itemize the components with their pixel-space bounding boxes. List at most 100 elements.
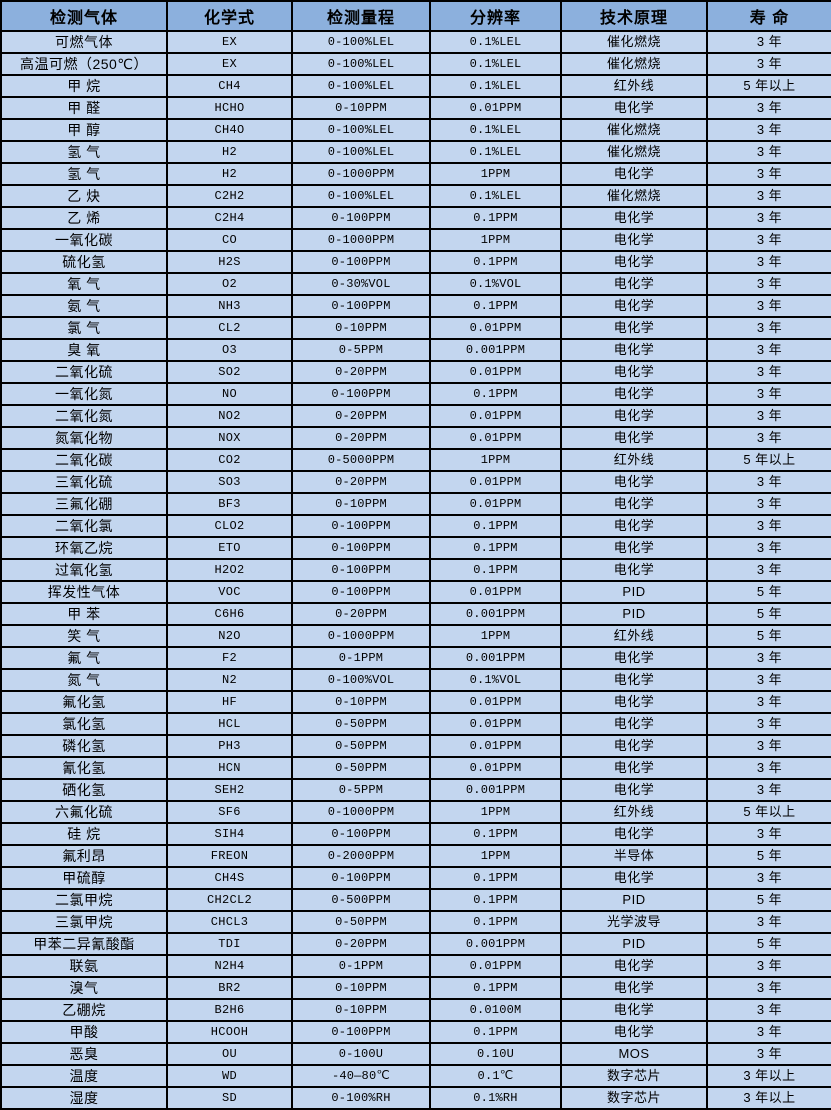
- cell-detection-range: 0-10PPM: [291, 96, 431, 120]
- cell-detection-range: 0-10PPM: [291, 976, 431, 1000]
- cell-lifespan: 3 年: [706, 338, 831, 362]
- cell-technology: 电化学: [560, 734, 708, 758]
- cell-detection-range: 0-100%LEL: [291, 184, 431, 208]
- cell-detection-range: 0-20PPM: [291, 470, 431, 494]
- cell-detection-range: 0-20PPM: [291, 426, 431, 450]
- cell-lifespan: 3 年: [706, 1042, 831, 1066]
- cell-chemical-formula: N2O: [166, 624, 293, 648]
- cell-detection-range: 0-10PPM: [291, 316, 431, 340]
- cell-technology: 电化学: [560, 96, 708, 120]
- table-row: 六氟化硫 SF6 0-1000PPM 1PPM 红外线 5 年以上: [0, 800, 831, 824]
- cell-lifespan: 5 年以上: [706, 74, 831, 98]
- cell-chemical-formula: CO: [166, 228, 293, 252]
- cell-lifespan: 3 年: [706, 734, 831, 758]
- cell-technology: 电化学: [560, 206, 708, 230]
- cell-chemical-formula: N2H4: [166, 954, 293, 978]
- cell-chemical-formula: HCN: [166, 756, 293, 780]
- cell-gas-name: 二氧化氮: [0, 404, 168, 428]
- table-row: 氧 气 O2 0-30%VOL 0.1%VOL 电化学 3 年: [0, 272, 831, 296]
- cell-lifespan: 5 年: [706, 624, 831, 648]
- cell-lifespan: 3 年: [706, 96, 831, 120]
- column-header-technology: 技术原理: [560, 0, 708, 32]
- cell-technology: 电化学: [560, 294, 708, 318]
- cell-gas-name: 氯 气: [0, 316, 168, 340]
- cell-chemical-formula: H2: [166, 140, 293, 164]
- cell-lifespan: 3 年: [706, 558, 831, 582]
- table-row: 氮氧化物 NOX 0-20PPM 0.01PPM 电化学 3 年: [0, 426, 831, 450]
- table-row: 二氯甲烷 CH2CL2 0-500PPM 0.1PPM PID 5 年: [0, 888, 831, 912]
- column-header-gas: 检测气体: [0, 0, 168, 32]
- cell-technology: 电化学: [560, 316, 708, 340]
- cell-resolution: 0.001PPM: [429, 932, 562, 956]
- cell-lifespan: 3 年: [706, 140, 831, 164]
- cell-chemical-formula: H2: [166, 162, 293, 186]
- cell-resolution: 1PPM: [429, 162, 562, 186]
- cell-lifespan: 3 年: [706, 712, 831, 736]
- cell-lifespan: 3 年: [706, 910, 831, 934]
- cell-resolution: 0.1PPM: [429, 382, 562, 406]
- cell-technology: 催化燃烧: [560, 140, 708, 164]
- cell-lifespan: 5 年: [706, 932, 831, 956]
- cell-gas-name: 笑 气: [0, 624, 168, 648]
- cell-technology: 电化学: [560, 712, 708, 736]
- cell-detection-range: 0-100%LEL: [291, 74, 431, 98]
- cell-lifespan: 3 年: [706, 382, 831, 406]
- cell-chemical-formula: EX: [166, 52, 293, 76]
- cell-technology: 电化学: [560, 492, 708, 516]
- cell-chemical-formula: H2S: [166, 250, 293, 274]
- cell-detection-range: 0-1000PPM: [291, 624, 431, 648]
- table-row: 联氨 N2H4 0-1PPM 0.01PPM 电化学 3 年: [0, 954, 831, 978]
- cell-chemical-formula: WD: [166, 1064, 293, 1088]
- cell-lifespan: 3 年: [706, 866, 831, 890]
- table-row: 二氧化氮 NO2 0-20PPM 0.01PPM 电化学 3 年: [0, 404, 831, 428]
- table-row: 磷化氢 PH3 0-50PPM 0.01PPM 电化学 3 年: [0, 734, 831, 758]
- cell-technology: 电化学: [560, 228, 708, 252]
- cell-gas-name: 联氨: [0, 954, 168, 978]
- cell-detection-range: 0-1000PPM: [291, 228, 431, 252]
- cell-detection-range: 0-100PPM: [291, 382, 431, 406]
- cell-lifespan: 3 年: [706, 492, 831, 516]
- cell-resolution: 0.01PPM: [429, 470, 562, 494]
- table-row: 溴气 BR2 0-10PPM 0.1PPM 电化学 3 年: [0, 976, 831, 1000]
- table-row: 硅 烷 SIH4 0-100PPM 0.1PPM 电化学 3 年: [0, 822, 831, 846]
- cell-resolution: 0.01PPM: [429, 426, 562, 450]
- cell-gas-name: 氟 气: [0, 646, 168, 670]
- cell-chemical-formula: SO3: [166, 470, 293, 494]
- cell-chemical-formula: B2H6: [166, 998, 293, 1022]
- cell-gas-name: 氟化氢: [0, 690, 168, 714]
- cell-chemical-formula: F2: [166, 646, 293, 670]
- cell-chemical-formula: ETO: [166, 536, 293, 560]
- cell-resolution: 0.01PPM: [429, 316, 562, 340]
- cell-chemical-formula: CH4O: [166, 118, 293, 142]
- cell-gas-name: 氨 气: [0, 294, 168, 318]
- cell-resolution: 0.1%LEL: [429, 140, 562, 164]
- cell-gas-name: 环氧乙烷: [0, 536, 168, 560]
- cell-technology: 电化学: [560, 470, 708, 494]
- cell-detection-range: 0-50PPM: [291, 712, 431, 736]
- cell-resolution: 0.1%LEL: [429, 74, 562, 98]
- table-row: 一氧化氮 NO 0-100PPM 0.1PPM 电化学 3 年: [0, 382, 831, 406]
- cell-technology: 电化学: [560, 536, 708, 560]
- cell-gas-name: 硅 烷: [0, 822, 168, 846]
- cell-chemical-formula: EX: [166, 30, 293, 54]
- cell-technology: 电化学: [560, 382, 708, 406]
- cell-technology: 电化学: [560, 250, 708, 274]
- cell-detection-range: 0-100%RH: [291, 1086, 431, 1110]
- cell-resolution: 0.01PPM: [429, 404, 562, 428]
- cell-detection-range: 0-100PPM: [291, 250, 431, 274]
- cell-resolution: 0.1%LEL: [429, 118, 562, 142]
- cell-chemical-formula: O3: [166, 338, 293, 362]
- cell-technology: 数字芯片: [560, 1064, 708, 1088]
- cell-detection-range: 0-100%LEL: [291, 118, 431, 142]
- cell-detection-range: 0-50PPM: [291, 734, 431, 758]
- cell-detection-range: 0-100PPM: [291, 822, 431, 846]
- cell-technology: 红外线: [560, 624, 708, 648]
- cell-gas-name: 甲 烷: [0, 74, 168, 98]
- cell-gas-name: 甲苯二异氰酸酯: [0, 932, 168, 956]
- cell-technology: 电化学: [560, 778, 708, 802]
- table-row: 恶臭 OU 0-100U 0.10U MOS 3 年: [0, 1042, 831, 1066]
- cell-chemical-formula: C2H4: [166, 206, 293, 230]
- cell-technology: 光学波导: [560, 910, 708, 934]
- cell-gas-name: 高温可燃（250℃）: [0, 52, 168, 76]
- cell-gas-name: 甲 苯: [0, 602, 168, 626]
